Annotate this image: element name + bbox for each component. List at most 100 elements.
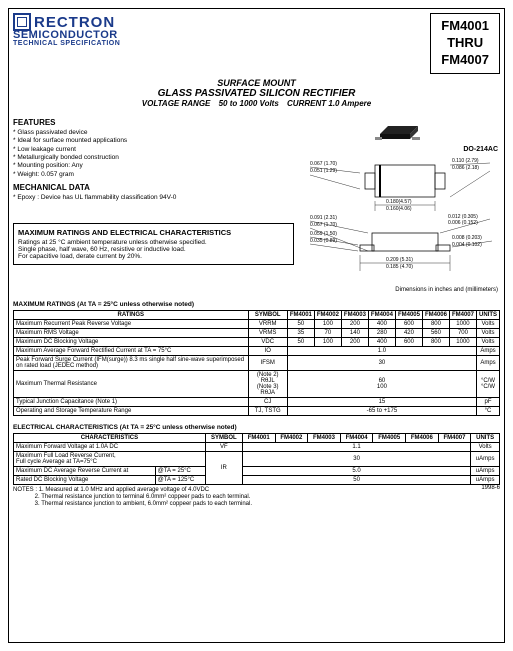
max-ratings-body: Maximum Recurrent Peak Reverse VoltageVR… (14, 319, 500, 415)
svg-text:0.180(4.57): 0.180(4.57) (386, 199, 412, 205)
ratings-box-l1: Ratings at 25 °C ambient temperature unl… (18, 239, 289, 246)
cell: 1.0 (287, 346, 476, 355)
mech-list: Epoxy : Device has UL flammability class… (13, 194, 294, 202)
svg-text:0.006 (0.152): 0.006 (0.152) (448, 220, 478, 226)
th-p3: FM4003 (341, 310, 368, 319)
cell: Amps (476, 355, 499, 370)
elec-table: CHARACTERISTICS SYMBOL FM4001 FM4002 FM4… (13, 433, 500, 485)
feature-item: Weight: 0.057 gram (13, 171, 294, 179)
cell: (Note 2) RθJL (Note 3) RθJA (248, 370, 287, 397)
part-l1: FM4001 (441, 18, 489, 35)
part-number-box: FM4001 THRU FM4007 (430, 13, 500, 74)
side-view-drawing: 0.091 (2.31) 0.067 (1.70) 0.059 (1.50) 0… (300, 213, 500, 283)
svg-text:0.091 (2.31): 0.091 (2.31) (310, 215, 337, 221)
cell: 600 (395, 319, 422, 328)
table-row: RATINGS SYMBOL FM4001 FM4002 FM4003 FM40… (14, 310, 500, 319)
table-row: Maximum Average Forward Rectified Curren… (14, 346, 500, 355)
cell: CJ (248, 397, 287, 406)
th-p2: FM4002 (314, 310, 341, 319)
features-list: Glass passivated device Ideal for surfac… (13, 129, 294, 180)
cell: Amps (476, 346, 499, 355)
table-row: Maximum Thermal Resistance(Note 2) RθJL … (14, 370, 500, 397)
cell: pF (476, 397, 499, 406)
header-row: RECTRON SEMICONDUCTOR TECHNICAL SPECIFIC… (13, 13, 500, 74)
right-column: DO-214AC 0.067 (1.70) 0.051 (1.29) 0.110… (300, 114, 500, 293)
cell: VRRM (248, 319, 287, 328)
ratings-box-l2: Single phase, half wave, 60 Hz, resistiv… (18, 246, 289, 253)
cell: 15 (287, 397, 476, 406)
cell: uAmps (471, 466, 500, 475)
cell: 800 (422, 319, 449, 328)
cell: 70 (314, 328, 341, 337)
cell: 1000 (449, 337, 476, 346)
package-label: DO-214AC (298, 146, 502, 153)
part-l2: THRU (441, 35, 489, 52)
svg-text:0.160(4.06): 0.160(4.06) (386, 206, 412, 212)
svg-text:0.059 (1.50): 0.059 (1.50) (310, 231, 337, 237)
cell: VDC (248, 337, 287, 346)
cell: 1.1 (242, 442, 470, 451)
cell: Rated DC Blocking Voltage (14, 475, 156, 484)
cell: uAmps (471, 475, 500, 484)
cell: 420 (395, 328, 422, 337)
cell: Volts (476, 337, 499, 346)
svg-text:0.035 (0.89): 0.035 (0.89) (310, 238, 337, 244)
feature-item: Mounting position: Any (13, 162, 294, 170)
cell: 60 100 (287, 370, 476, 397)
cell: 200 (341, 319, 368, 328)
max-ratings-table: RATINGS SYMBOL FM4001 FM4002 FM4003 FM40… (13, 310, 500, 416)
cell: 200 (341, 337, 368, 346)
cell: Maximum DC Blocking Voltage (14, 337, 249, 346)
part-l3: FM4007 (441, 52, 489, 69)
cell: IO (248, 346, 287, 355)
mech-item: Epoxy : Device has UL flammability class… (13, 194, 294, 202)
th-units: UNITS (471, 433, 500, 442)
features-head: FEATURES (13, 118, 294, 127)
cell: 50 (287, 319, 314, 328)
cell: 560 (422, 328, 449, 337)
cell: Maximum Full Load Reverse Current, Full … (14, 451, 206, 466)
cell: Maximum Average Forward Rectified Curren… (14, 346, 249, 355)
cell: -65 to +175 (287, 406, 476, 415)
brand-text: RECTRON (34, 14, 115, 31)
ratings-box: MAXIMUM RATINGS AND ELECTRICAL CHARACTER… (13, 223, 294, 265)
cell: Maximum RMS Voltage (14, 328, 249, 337)
cell: 100 (314, 319, 341, 328)
table-row: Maximum Recurrent Peak Reverse VoltageVR… (14, 319, 500, 328)
cell: IFSM (248, 355, 287, 370)
ratings-box-l3: For capacitive load, derate current by 2… (18, 253, 289, 260)
max-ratings-title: MAXIMUM RATINGS (At TA = 25°C unless oth… (13, 301, 500, 308)
logo-icon (13, 13, 31, 31)
table-row: Maximum DC Blocking VoltageVDC5010020040… (14, 337, 500, 346)
cell: Maximum DC Average Reverse Current at (14, 466, 156, 475)
component-3d-icon (370, 114, 430, 144)
cell: VRMS (248, 328, 287, 337)
cell: 35 (287, 328, 314, 337)
table-row: CHARACTERISTICS SYMBOL FM4001 FM4002 FM4… (14, 433, 500, 442)
th-p4: FM4004 (340, 433, 373, 442)
svg-text:0.067 (1.70): 0.067 (1.70) (310, 161, 337, 167)
table-row: Maximum Forward Voltage at 1.0A DC VF 1.… (14, 442, 500, 451)
cell: 50 (242, 475, 470, 484)
th-p7: FM4007 (438, 433, 471, 442)
cell: Volts (471, 442, 500, 451)
th-p1: FM4001 (242, 433, 275, 442)
th-p6: FM4006 (406, 433, 439, 442)
svg-text:0.209 (5.31): 0.209 (5.31) (386, 257, 413, 263)
cell: °C (476, 406, 499, 415)
cell: 400 (368, 319, 395, 328)
cell: uAmps (471, 451, 500, 466)
th-symbol: SYMBOL (248, 310, 287, 319)
cell: 100 (314, 337, 341, 346)
cell: Volts (476, 328, 499, 337)
svg-text:0.086 (2.18): 0.086 (2.18) (452, 165, 479, 171)
table-row: Peak Forward Surge Current (IFM(surge)) … (14, 355, 500, 370)
cell: 280 (368, 328, 395, 337)
left-column: FEATURES Glass passivated device Ideal f… (13, 114, 294, 293)
cell: 50 (287, 337, 314, 346)
svg-text:0.008 (0.203): 0.008 (0.203) (452, 235, 482, 241)
th-ratings: RATINGS (14, 310, 249, 319)
feature-item: Glass passivated device (13, 129, 294, 137)
th-p3: FM4003 (308, 433, 341, 442)
cell: Peak Forward Surge Current (IFM(surge)) … (14, 355, 249, 370)
